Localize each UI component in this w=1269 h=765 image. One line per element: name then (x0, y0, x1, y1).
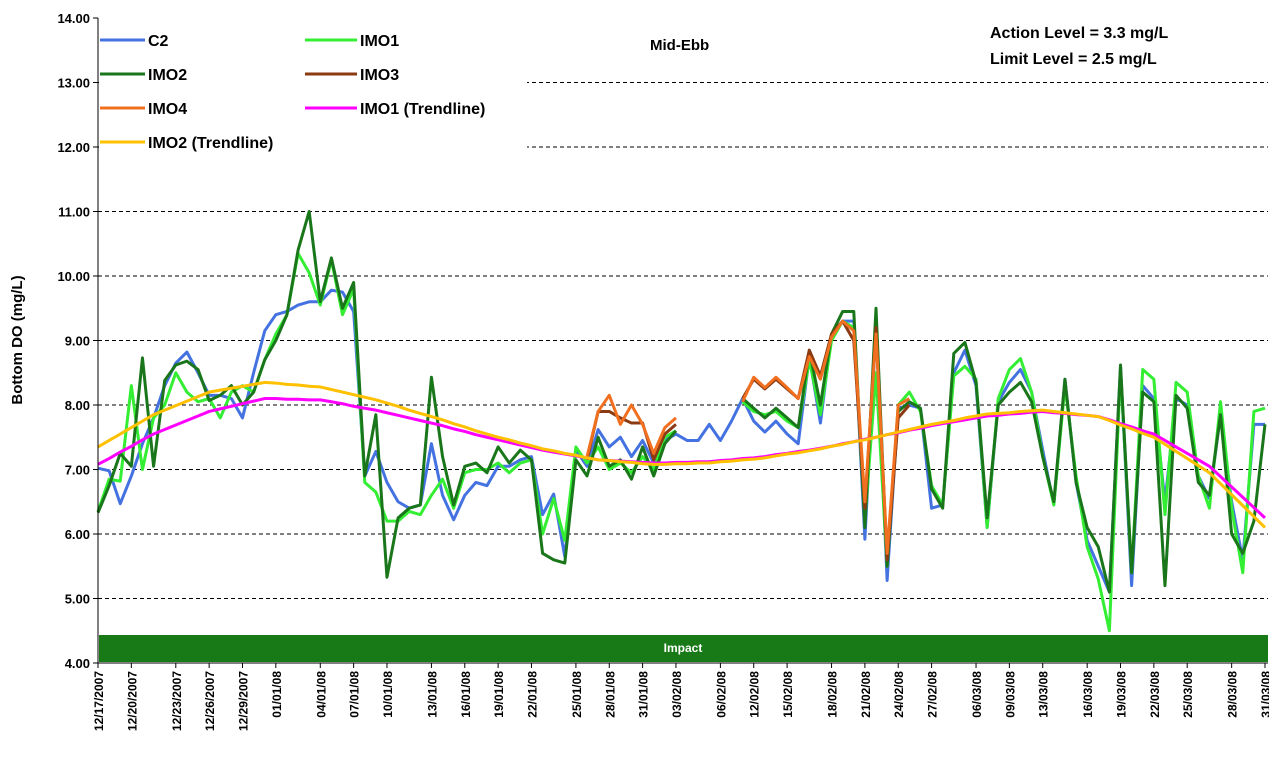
legend-label: IMO2 (148, 67, 187, 84)
x-tick-label: 10/01/08 (381, 671, 395, 718)
series-line (741, 319, 911, 555)
x-tick-label: 15/02/08 (781, 671, 795, 718)
annotation: Action Level = 3.3 mg/L (990, 25, 1169, 42)
impact-label: Impact (664, 641, 703, 655)
x-tick-label: 04/01/08 (314, 671, 328, 718)
x-tick-label: 06/02/08 (714, 671, 728, 718)
x-tick-label: 31/03/08 (1259, 671, 1269, 718)
x-tick-label: 12/23/2007 (170, 671, 184, 731)
x-tick-label: 12/26/2007 (203, 671, 217, 731)
x-tick-label: 07/01/08 (348, 671, 362, 718)
legend-label: IMO4 (148, 101, 187, 118)
x-tick-label: 25/01/08 (570, 671, 584, 718)
legend-label: IMO1 (360, 33, 399, 50)
x-tick-label: 25/03/08 (1181, 671, 1195, 718)
y-tick-label: 8.00 (65, 398, 90, 413)
y-tick-label: 10.00 (57, 269, 90, 284)
x-tick-label: 13/03/08 (1037, 671, 1051, 718)
annotation: Mid-Ebb (650, 37, 709, 54)
x-tick-label: 01/01/08 (270, 671, 284, 718)
x-tick-label: 12/17/2007 (92, 671, 106, 731)
x-tick-label: 16/01/08 (459, 671, 473, 718)
x-tick-label: 27/02/08 (926, 671, 940, 718)
impact-band (99, 635, 1268, 662)
x-tick-label: 22/03/08 (1148, 671, 1162, 718)
x-tick-label: 13/01/08 (425, 671, 439, 718)
y-tick-label: 4.00 (65, 656, 90, 671)
x-tick-label: 19/01/08 (492, 671, 506, 718)
x-tick-label: 19/03/08 (1115, 671, 1129, 718)
x-tick-label: 24/02/08 (892, 671, 906, 718)
x-tick-label: 12/20/2007 (125, 671, 139, 731)
y-tick-label: 6.00 (65, 527, 90, 542)
x-tick-label: 18/02/08 (826, 671, 840, 718)
series-line (96, 210, 678, 579)
x-tick-label: 28/01/08 (603, 671, 617, 718)
annotation: Limit Level = 2.5 mg/L (990, 51, 1157, 68)
y-tick-label: 14.00 (57, 11, 90, 26)
series-line (97, 380, 1267, 529)
y-tick-label: 13.00 (57, 76, 90, 91)
x-tick-label: 06/03/08 (970, 671, 984, 718)
y-tick-label: 7.00 (65, 463, 90, 478)
x-tick-label: 22/01/08 (525, 671, 539, 718)
legend-label: C2 (148, 33, 169, 50)
y-axis-label: Bottom DO (mg/L) (9, 275, 26, 404)
y-tick-label: 12.00 (57, 140, 90, 155)
x-tick-label: 28/03/08 (1226, 671, 1240, 718)
x-tick-label: 03/02/08 (670, 671, 684, 718)
legend-label: IMO1 (Trendline) (360, 101, 485, 118)
x-tick-label: 09/03/08 (1003, 671, 1017, 718)
series-line (585, 393, 677, 457)
x-tick-label: 21/02/08 (859, 671, 873, 718)
y-tick-label: 11.00 (58, 205, 90, 220)
x-tick-label: 16/03/08 (1081, 671, 1095, 718)
x-tick-label: 12/02/08 (748, 671, 762, 718)
x-tick-label: 31/01/08 (637, 671, 651, 718)
series-line (585, 409, 677, 462)
y-tick-label: 5.00 (65, 592, 90, 607)
x-tick-label: 12/29/2007 (236, 671, 250, 731)
y-tick-label: 9.00 (65, 334, 90, 349)
legend-label: IMO2 (Trendline) (148, 135, 273, 152)
legend-label: IMO3 (360, 67, 399, 84)
